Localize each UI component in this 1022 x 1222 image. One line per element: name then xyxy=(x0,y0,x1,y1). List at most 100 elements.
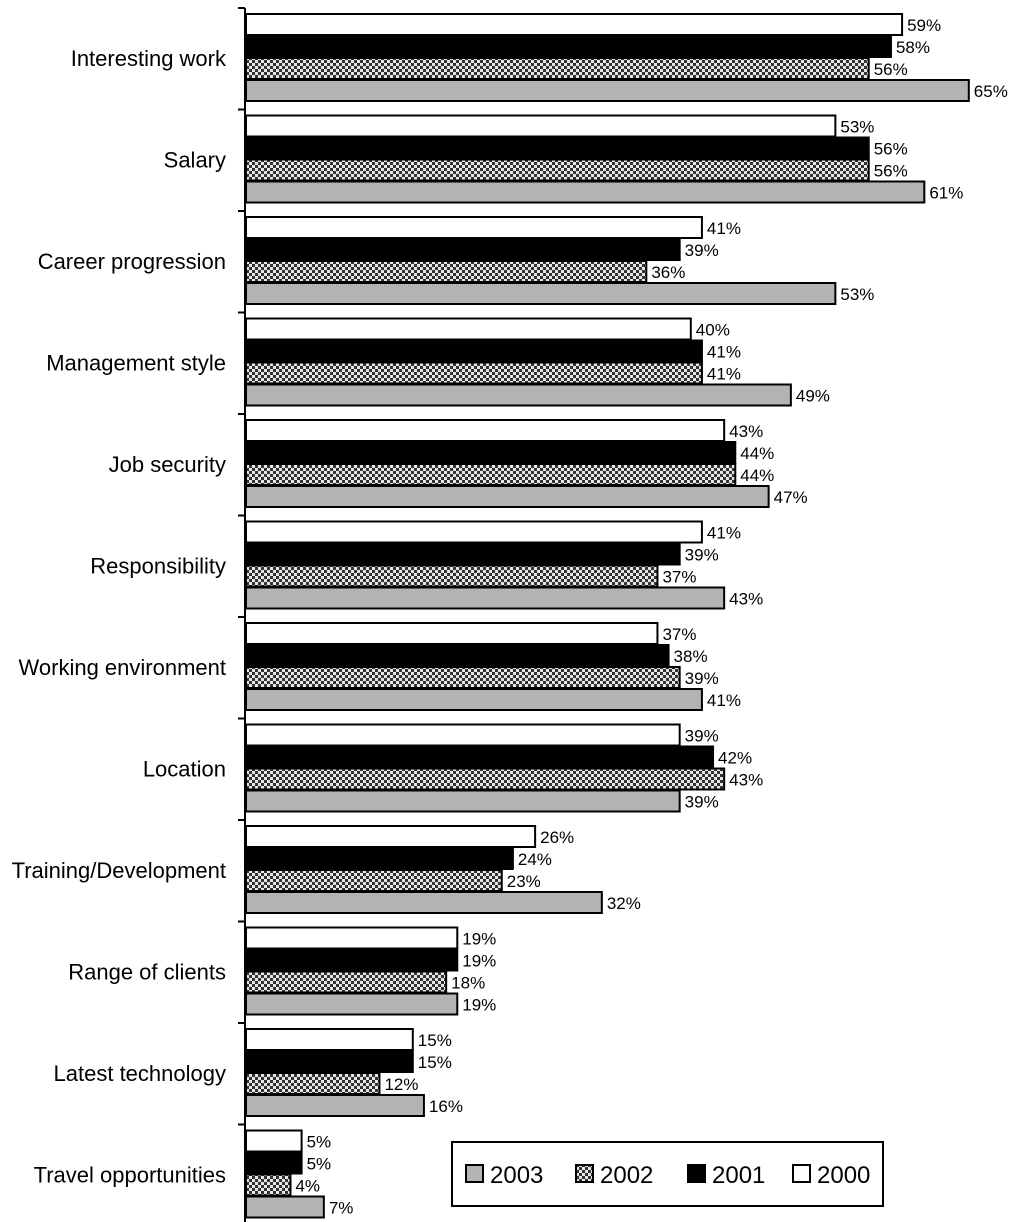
data-label: 26% xyxy=(540,828,574,847)
bar-2003 xyxy=(245,1195,325,1219)
legend-swatch-2000 xyxy=(792,1164,811,1183)
legend: 2003 2002 2001 2000 xyxy=(451,1141,884,1207)
category-label: Range of clients xyxy=(68,960,226,985)
legend-label-2003: 2003 xyxy=(490,1162,543,1189)
bar-2001 xyxy=(245,1050,414,1073)
data-label: 49% xyxy=(796,387,830,406)
data-label: 58% xyxy=(896,38,930,57)
category-label: Salary xyxy=(164,148,226,173)
legend-label-2002: 2002 xyxy=(600,1162,653,1189)
data-label: 41% xyxy=(707,343,741,362)
bar-2000 xyxy=(245,520,703,544)
data-label: 38% xyxy=(674,647,708,666)
data-label: 39% xyxy=(685,669,719,688)
data-label: 41% xyxy=(707,365,741,384)
data-label: 4% xyxy=(295,1177,320,1196)
bar-2002 xyxy=(245,869,503,892)
bar-2003 xyxy=(245,383,792,407)
bar-2003 xyxy=(245,180,926,204)
data-label: 5% xyxy=(307,1155,332,1174)
data-label: 40% xyxy=(696,321,730,340)
data-label: 41% xyxy=(707,691,741,710)
bar-2003 xyxy=(245,688,703,711)
data-label: 61% xyxy=(929,184,963,203)
bar-2002 xyxy=(245,1173,292,1197)
data-label: 39% xyxy=(685,546,719,565)
bar-2001 xyxy=(245,948,459,972)
category-label: Location xyxy=(143,757,226,782)
data-label: 41% xyxy=(707,219,741,238)
data-label: 7% xyxy=(329,1199,354,1218)
legend-box xyxy=(451,1141,884,1207)
legend-label-2000: 2000 xyxy=(817,1162,870,1189)
legend-swatch-2002 xyxy=(575,1164,594,1183)
bar-2002 xyxy=(245,361,703,385)
bar-2001 xyxy=(245,441,737,464)
legend-swatch-2003 xyxy=(465,1164,484,1183)
data-label: 32% xyxy=(607,894,641,913)
category-label: Latest technology xyxy=(54,1061,226,1086)
bar-2003 xyxy=(245,586,726,610)
data-label: 43% xyxy=(729,590,763,609)
bar-2000 xyxy=(245,825,537,848)
data-label: 42% xyxy=(718,749,752,768)
bar-2001 xyxy=(245,339,703,363)
data-label: 19% xyxy=(462,952,496,971)
data-label: 15% xyxy=(418,1031,452,1050)
bar-2000 xyxy=(245,317,692,341)
bar-2002 xyxy=(245,260,648,283)
bar-2000 xyxy=(245,723,681,747)
data-label: 43% xyxy=(729,422,763,441)
data-label: 15% xyxy=(418,1053,452,1072)
data-label: 16% xyxy=(429,1097,463,1116)
data-label: 39% xyxy=(685,793,719,812)
bar-2002 xyxy=(245,1072,381,1095)
data-label: 56% xyxy=(874,162,908,181)
bar-2003 xyxy=(245,282,837,305)
data-label: 19% xyxy=(462,930,496,949)
category-label: Working environment xyxy=(19,655,226,680)
bar-2000 xyxy=(245,13,904,36)
category-label: Training/Development xyxy=(12,858,226,883)
bar-2001 xyxy=(245,542,681,566)
bar-2000 xyxy=(245,1129,303,1153)
legend-swatch-2001 xyxy=(687,1164,706,1183)
bar-2001 xyxy=(245,238,681,261)
bar-2003 xyxy=(245,485,770,508)
bar-2000 xyxy=(245,1028,414,1051)
bar-2002 xyxy=(245,57,870,80)
category-label: Travel opportunities xyxy=(34,1163,226,1188)
data-label: 39% xyxy=(685,241,719,260)
data-label: 56% xyxy=(874,140,908,159)
category-label: Management style xyxy=(46,351,226,376)
category-label: Responsibility xyxy=(90,554,226,579)
data-label: 56% xyxy=(874,60,908,79)
data-label: 44% xyxy=(740,466,774,485)
data-label: 12% xyxy=(384,1075,418,1094)
bar-2002 xyxy=(245,158,870,182)
bar-2000 xyxy=(245,926,459,950)
bar-2002 xyxy=(245,666,681,689)
bar-2002 xyxy=(245,564,659,588)
data-label: 43% xyxy=(729,771,763,790)
plot-area: Interesting work59%58%56%65%Salary53%56%… xyxy=(12,7,1008,1222)
category-label: Career progression xyxy=(38,249,226,274)
bar-2003 xyxy=(245,1094,425,1117)
bar-2000 xyxy=(245,419,726,442)
data-label: 53% xyxy=(840,285,874,304)
bar-2000 xyxy=(245,622,659,645)
bar-2002 xyxy=(245,970,448,994)
data-label: 65% xyxy=(974,82,1008,101)
data-label: 37% xyxy=(662,625,696,644)
bar-2003 xyxy=(245,992,459,1016)
bar-2000 xyxy=(245,114,837,138)
bar-2002 xyxy=(245,463,737,486)
data-label: 39% xyxy=(685,727,719,746)
category-label: Job security xyxy=(109,452,226,477)
data-label: 24% xyxy=(518,850,552,869)
bar-2001 xyxy=(245,1151,303,1175)
bar-2001 xyxy=(245,136,870,160)
bar-2001 xyxy=(245,847,514,870)
data-label: 53% xyxy=(840,118,874,137)
